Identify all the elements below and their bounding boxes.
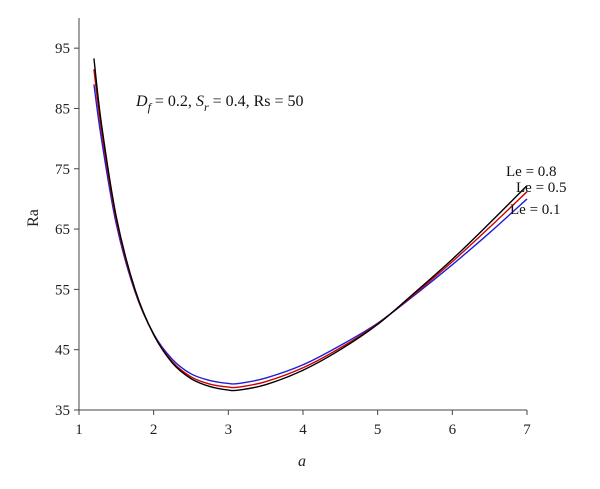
- series-label-le-0-8: Le = 0.8: [506, 164, 557, 180]
- y-tick-label: 75: [55, 162, 70, 178]
- series-label-le-0-1: Le = 0.1: [510, 202, 561, 218]
- x-tick-label: 1: [75, 422, 83, 438]
- df-value: = 0.2,: [151, 93, 196, 110]
- y-tick-label: 45: [55, 343, 70, 359]
- y-tick-label: 65: [55, 222, 70, 238]
- sr-value: = 0.4, Rs = 50: [209, 93, 304, 110]
- x-tick-label: 7: [523, 422, 531, 438]
- x-tick-label: 2: [150, 422, 158, 438]
- x-tick-label: 3: [225, 422, 233, 438]
- x-tick-label: 6: [449, 422, 457, 438]
- x-tick-label: 4: [299, 422, 307, 438]
- parameter-annotation: Df = 0.2, Sr = 0.4, Rs = 50: [135, 93, 304, 114]
- x-tick-label: 5: [374, 422, 382, 438]
- y-tick-label: 85: [55, 101, 70, 117]
- x-ticks: 1 2 3 4 5 6 7: [75, 410, 531, 438]
- sr-symbol: S: [196, 93, 204, 110]
- sr-subscript: r: [204, 100, 209, 114]
- y-tick-label: 95: [55, 41, 70, 57]
- y-tick-label: 55: [55, 282, 70, 298]
- x-axis-title: a: [298, 453, 306, 470]
- y-tick-label: 35: [55, 403, 70, 419]
- axes: [78, 18, 527, 411]
- series-lines: [93, 58, 528, 392]
- df-symbol: D: [135, 93, 148, 110]
- series-line-le-0-5: [93, 69, 528, 389]
- series-line-le-0-1: [93, 84, 528, 385]
- y-ticks: 35 45 55 65 75 85 95: [55, 41, 79, 419]
- series-label-le-0-5: Le = 0.5: [516, 180, 567, 196]
- y-axis-title: Ra: [25, 209, 42, 227]
- series-line-le-0-8: [93, 58, 528, 392]
- df-subscript: f: [148, 100, 153, 114]
